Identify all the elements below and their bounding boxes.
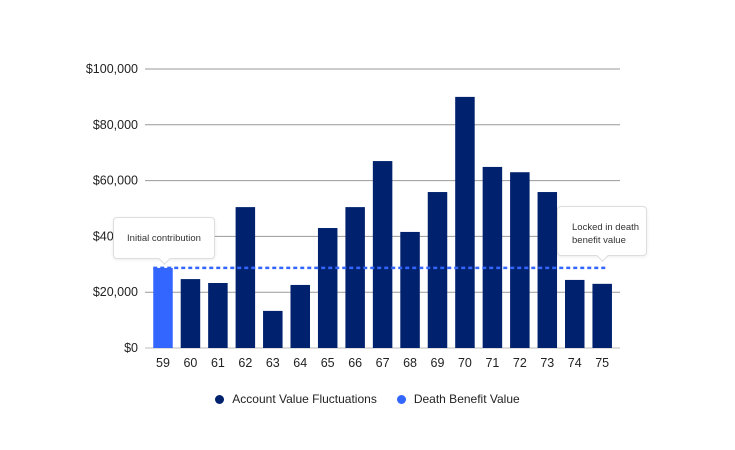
y-tick-label: $60,000 (93, 174, 138, 188)
annotation-text: Locked in death benefit value (572, 222, 640, 246)
legend-dot (396, 395, 406, 404)
y-tick-label: $100,000 (86, 62, 138, 76)
bar (235, 207, 256, 348)
legend-label: Account Value Fluctuations (232, 392, 377, 406)
x-tick-label: 67 (376, 356, 390, 370)
x-tick-label: 73 (540, 356, 554, 370)
bar (180, 279, 201, 348)
x-tick-label: 69 (431, 356, 445, 370)
y-tick-label: $20,000 (93, 285, 138, 299)
bar (455, 96, 475, 349)
legend-item-account-value[interactable]: Account Value Fluctuations (215, 392, 377, 406)
x-tick-label: 71 (485, 356, 499, 370)
bar (345, 207, 365, 348)
x-tick-label: 68 (403, 356, 417, 370)
bar (537, 192, 558, 348)
x-tick-label: 60 (183, 356, 197, 370)
x-tick-label: 64 (293, 356, 307, 370)
legend: Account Value Fluctuations Death Benefit… (0, 392, 735, 406)
bar (208, 282, 228, 348)
bar (317, 228, 338, 348)
x-tick-label: 61 (211, 356, 225, 370)
y-tick-label: $0 (124, 341, 138, 355)
x-tick-label: 74 (568, 356, 582, 370)
bar (427, 192, 448, 348)
x-tick-label: 72 (513, 356, 527, 370)
x-tick-label: 63 (266, 356, 280, 370)
x-tick-label: 70 (458, 356, 472, 370)
annotation-text: Initial contribution (127, 232, 201, 244)
annotation-locked-benefit: Locked in death benefit value (557, 206, 647, 256)
annotation-initial-contribution: Initial contribution (113, 217, 215, 259)
x-tick-label: 65 (321, 356, 335, 370)
bar (263, 310, 283, 348)
y-tick-label: $80,000 (93, 118, 138, 132)
bar (510, 172, 530, 348)
bar (153, 267, 173, 348)
legend-dot (215, 395, 225, 404)
bar (372, 161, 393, 348)
x-tick-label: 62 (238, 356, 252, 370)
bar (290, 284, 310, 348)
legend-label: Death Benefit Value (413, 392, 520, 406)
x-tick-label: 59 (156, 356, 170, 370)
bar (592, 283, 612, 348)
bar (482, 166, 503, 348)
x-tick-label: 75 (595, 356, 609, 370)
bar (400, 231, 420, 348)
legend-item-death-benefit[interactable]: Death Benefit Value (396, 392, 520, 406)
x-tick-label: 66 (348, 356, 362, 370)
bar (565, 279, 585, 348)
